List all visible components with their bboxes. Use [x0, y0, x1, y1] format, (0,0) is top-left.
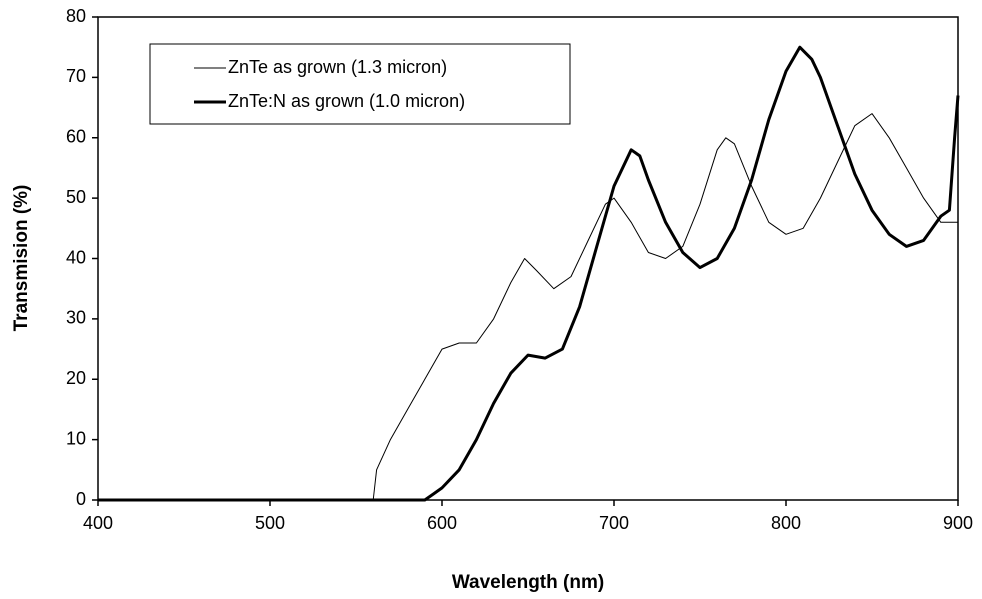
x-tick-label: 700 — [599, 513, 629, 533]
y-tick-label: 0 — [76, 489, 86, 509]
legend-label: ZnTe as grown (1.3 micron) — [228, 57, 447, 77]
x-tick-label: 400 — [83, 513, 113, 533]
x-tick-label: 800 — [771, 513, 801, 533]
y-tick-label: 80 — [66, 6, 86, 26]
series-line — [98, 45, 960, 502]
y-tick-label: 50 — [66, 187, 86, 207]
x-tick-label: 600 — [427, 513, 457, 533]
y-tick-label: 20 — [66, 368, 86, 388]
y-axis-label: Transmision (%) — [11, 185, 32, 332]
y-tick-label: 40 — [66, 247, 86, 267]
legend-label: ZnTe:N as grown (1.0 micron) — [228, 91, 465, 111]
legend-box — [149, 43, 571, 125]
series-line — [98, 113, 958, 501]
y-tick-label: 60 — [66, 127, 86, 147]
y-tick-label: 10 — [66, 428, 86, 448]
y-tick-label: 30 — [66, 308, 86, 328]
x-tick-label: 500 — [255, 513, 285, 533]
y-tick-label: 70 — [66, 66, 86, 86]
x-axis-label: Wavelength (nm) — [452, 572, 604, 593]
x-tick-label: 900 — [943, 513, 973, 533]
